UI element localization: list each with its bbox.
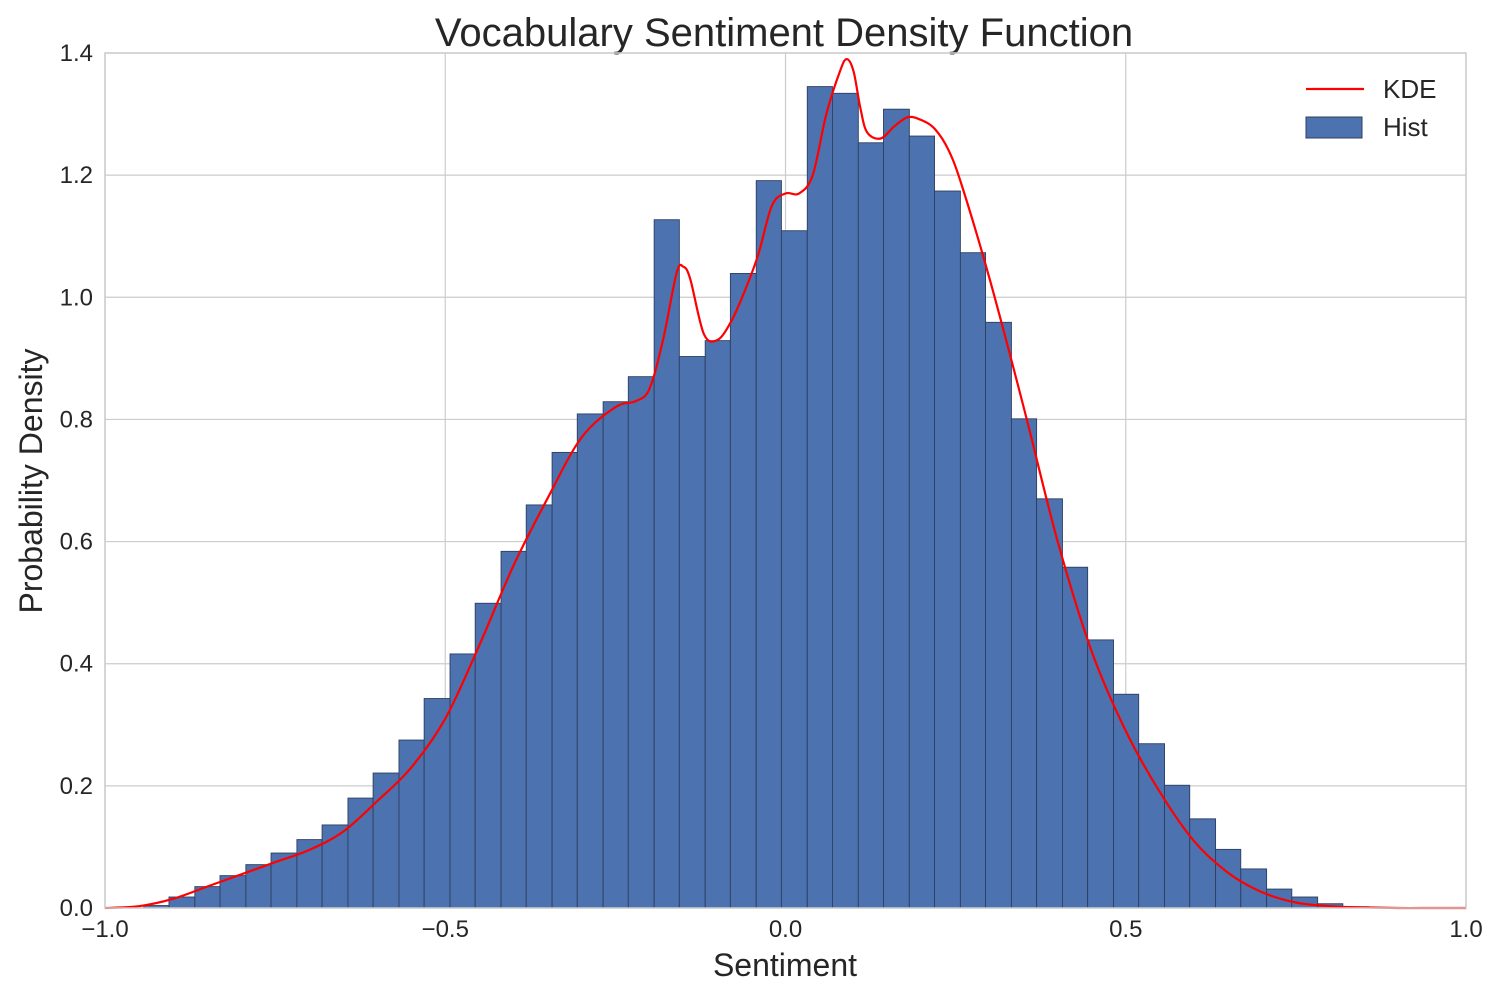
y-tick-label: 1.0 [60,284,93,311]
legend-kde-label: KDE [1383,74,1436,104]
hist-bar [500,550,527,909]
hist-bar [908,135,935,909]
hist-bar [449,653,476,909]
chart-title: Vocabulary Sentiment Density Function [435,11,1133,55]
x-tick-label: 0.5 [1109,916,1142,943]
hist-bar [755,180,782,909]
hist-bar [780,230,808,909]
hist-bar [1189,818,1217,909]
hist-bar [576,413,604,909]
hist-bar [832,92,859,909]
x-tick-label: 0.0 [769,916,802,943]
hist-bar [704,340,731,909]
hist-bar [678,356,706,909]
y-tick-label: 0.6 [60,529,93,556]
x-tick-label: −1.0 [81,916,128,943]
hist-bar [602,401,629,909]
hist-bar [934,190,961,909]
x-tick-label: 1.0 [1449,916,1482,943]
hist-bar [1087,639,1114,909]
y-tick-label: 0.8 [60,406,93,433]
hist-bar [1113,693,1140,909]
y-tick-label: 0.2 [60,773,93,800]
hist-bar [857,142,884,909]
x-axis-label: Sentiment [713,947,857,983]
x-tick-labels: −1.0 −0.5 0.0 0.5 1.0 [81,916,1482,943]
hist-bar [1036,498,1063,909]
hist-bar [729,273,757,909]
legend-hist-swatch [1305,116,1363,139]
hist-bar [627,376,655,909]
hist-bar [423,698,451,909]
hist-bar [1010,418,1038,909]
legend: KDE Hist [1305,74,1436,142]
legend-hist-label: Hist [1383,112,1429,142]
hist-bar [985,321,1012,909]
y-axis-label: Probability Density [13,349,49,614]
y-tick-label: 0.0 [60,895,93,922]
y-tick-label: 0.4 [60,651,93,678]
plot-frame [104,52,1467,909]
hist-bar [1062,566,1089,909]
hist-bar [1138,743,1165,909]
hist-bar [653,219,680,909]
y-tick-label: 1.2 [60,162,93,189]
hist-bar [398,739,425,909]
histogram-bars [143,86,1370,909]
hist-bar [551,451,578,909]
hist-bar [347,797,374,909]
y-tick-labels: 0.0 0.2 0.4 0.6 0.8 1.0 1.2 1.4 [60,40,93,922]
hist-bar [883,108,910,909]
hist-bar [959,252,987,909]
x-tick-label: −0.5 [422,916,469,943]
hist-bar [474,602,502,909]
hist-bar [806,86,833,909]
kde-line [104,58,1466,910]
y-tick-label: 1.4 [60,40,93,67]
hist-bar [525,504,553,909]
